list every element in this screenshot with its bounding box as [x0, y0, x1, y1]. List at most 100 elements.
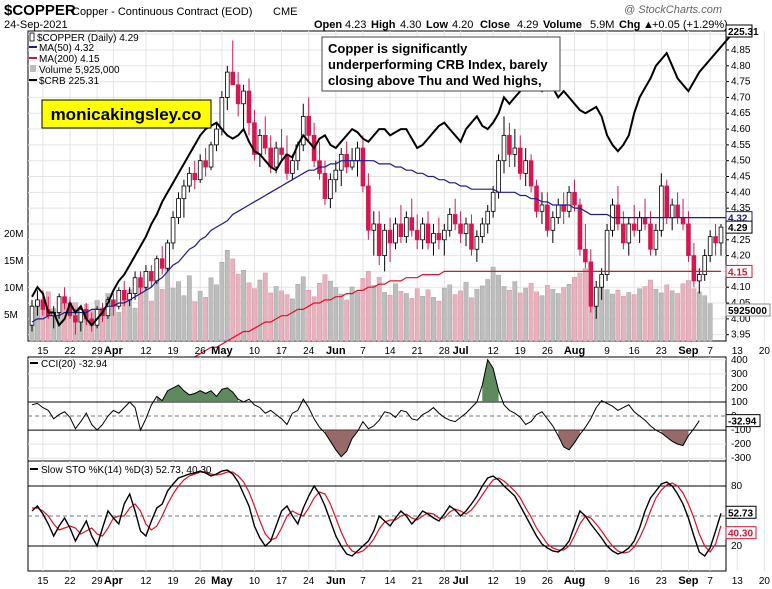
volume-bar [355, 291, 360, 342]
price-tick-label: 4.70 [731, 92, 751, 103]
volume-bar [290, 298, 295, 342]
candle-body [35, 299, 40, 307]
x-top-tick-label: 29 [92, 346, 104, 357]
close-badge-box [725, 220, 753, 234]
volume-bar [680, 283, 686, 342]
label-chg: Chg [619, 19, 640, 31]
candle-body [713, 236, 718, 244]
candle [235, 72, 241, 117]
volume-bar [371, 285, 377, 342]
sto-k-line [31, 469, 722, 557]
volume-bar [132, 307, 138, 342]
crb-badge-box [725, 24, 753, 38]
candle-body [143, 271, 149, 288]
volume-bar [496, 274, 501, 342]
volume-bar [257, 279, 263, 342]
volume-bar [653, 288, 659, 342]
candle [246, 78, 252, 136]
candle-body [366, 185, 371, 231]
candle [588, 249, 594, 313]
candle [702, 249, 708, 281]
candle-body [512, 147, 518, 155]
candle [382, 223, 387, 272]
candle [447, 208, 453, 237]
candle-body [398, 223, 404, 238]
x-top-tick-label: 16 [629, 346, 641, 357]
x-bottom-tick-label: 22 [64, 576, 76, 587]
candle [604, 223, 610, 281]
x-bottom-tick-label: 17 [276, 576, 288, 587]
candle [149, 265, 154, 288]
x-top-tick-label: 28 [439, 346, 451, 357]
ma200-badge-box [725, 264, 753, 278]
annotation-line-1: Copper is significantly [328, 41, 468, 56]
volume-bar [436, 300, 442, 342]
x-bottom-tick-label: 28 [439, 576, 451, 587]
volume-bar [409, 298, 415, 342]
candle-body [414, 229, 420, 241]
volume-bar [224, 250, 230, 342]
candle [360, 135, 366, 193]
candle [376, 211, 382, 266]
candle-body [664, 185, 670, 219]
volume-bar [208, 277, 214, 342]
stockcharts-credit: @ StockCharts.com [624, 4, 722, 16]
candle [577, 198, 583, 256]
x-top-tick-label: 9 [604, 346, 610, 357]
x-top-tick-label: 22 [64, 346, 76, 357]
volume-bar [295, 284, 301, 342]
cci-tick-label: -100 [731, 425, 751, 436]
volume-tick-label: 20M [4, 229, 23, 240]
x-bottom-tick-label: Aug [564, 575, 585, 587]
x-top-tick-label: 26 [542, 346, 554, 357]
volume-bar [572, 277, 577, 342]
candle-body [273, 147, 279, 168]
candle [626, 217, 632, 256]
candle-body [279, 147, 284, 155]
volume-bar [165, 267, 170, 342]
candle [404, 211, 409, 243]
volume-bar [431, 297, 436, 342]
candle [203, 148, 208, 177]
candle-body [463, 223, 469, 234]
crb-line [31, 30, 738, 328]
candle [138, 271, 143, 294]
candle [176, 192, 181, 224]
x-bottom-tick-label: 12 [488, 576, 500, 587]
volume-bar [550, 288, 556, 342]
candle-body [588, 261, 594, 307]
cci-positive-fill [482, 359, 499, 402]
volume-bar [414, 288, 420, 342]
candle-body [78, 308, 84, 323]
x-bottom-tick-label: 9 [604, 576, 610, 587]
volume-bar [626, 292, 632, 342]
x-top-tick-label: 12 [140, 346, 152, 357]
volume-bar [268, 292, 274, 342]
candle-body [409, 217, 415, 231]
volume-axis: 5M 10M 15M 20M [4, 229, 23, 321]
cci-positive-fill [156, 385, 239, 402]
candle [523, 148, 528, 186]
price-tick-label: 3.95 [731, 330, 751, 341]
value-open: 4.23 [345, 19, 366, 31]
candle [78, 306, 84, 332]
ma50-line [31, 160, 727, 323]
price-tick-label: 4.35 [731, 203, 751, 214]
candle-body [593, 286, 599, 307]
candle-body [262, 134, 268, 149]
candle-body [452, 214, 458, 225]
brand-box [41, 99, 212, 129]
volume-bar [398, 291, 404, 342]
annotation-line-3: closing above Thu and Wed highs, [328, 73, 542, 88]
cci-line [31, 358, 700, 458]
candle [550, 211, 556, 243]
chart-date: 24-Sep-2021 [4, 19, 68, 31]
candle-body [328, 179, 333, 200]
x-bottom-tick-label: 26 [195, 576, 207, 587]
volume-bar [214, 284, 219, 342]
crb-badge-label: 225.31 [728, 27, 759, 38]
chart-description: Copper - Continuous Contract (EOD) [72, 6, 252, 18]
legend-volume: Volume 5,925,000 [39, 65, 120, 76]
candle-body [648, 223, 653, 250]
cci-tick-label: -300 [731, 453, 751, 464]
